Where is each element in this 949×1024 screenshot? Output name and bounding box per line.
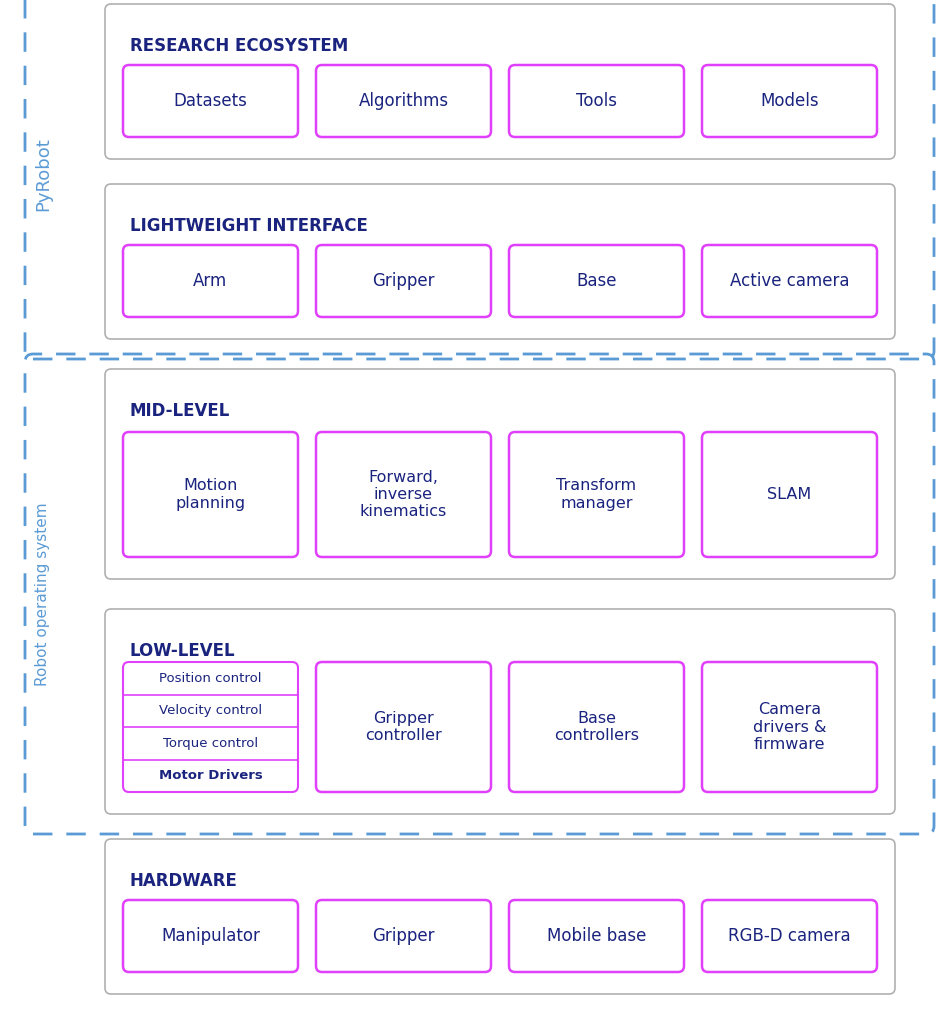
FancyBboxPatch shape	[509, 900, 684, 972]
Text: Datasets: Datasets	[174, 92, 248, 110]
Text: RGB-D camera: RGB-D camera	[728, 927, 851, 945]
FancyBboxPatch shape	[105, 184, 895, 339]
Text: Tools: Tools	[576, 92, 617, 110]
Text: Torque control: Torque control	[163, 736, 258, 750]
FancyBboxPatch shape	[123, 245, 298, 317]
Text: LIGHTWEIGHT INTERFACE: LIGHTWEIGHT INTERFACE	[130, 217, 368, 234]
FancyBboxPatch shape	[105, 839, 895, 994]
FancyBboxPatch shape	[702, 65, 877, 137]
Text: SLAM: SLAM	[768, 487, 811, 502]
Text: Gripper: Gripper	[372, 927, 435, 945]
Text: RESEARCH ECOSYSTEM: RESEARCH ECOSYSTEM	[130, 37, 348, 55]
Text: Robot operating system: Robot operating system	[35, 502, 50, 686]
FancyBboxPatch shape	[316, 432, 491, 557]
FancyBboxPatch shape	[105, 369, 895, 579]
Text: Motor Drivers: Motor Drivers	[158, 769, 262, 782]
FancyBboxPatch shape	[509, 245, 684, 317]
Text: Models: Models	[760, 92, 819, 110]
FancyBboxPatch shape	[123, 662, 298, 792]
FancyBboxPatch shape	[702, 432, 877, 557]
Text: Motion
planning: Motion planning	[176, 478, 246, 511]
FancyBboxPatch shape	[123, 65, 298, 137]
FancyBboxPatch shape	[123, 900, 298, 972]
Text: Forward,
inverse
kinematics: Forward, inverse kinematics	[360, 470, 447, 519]
FancyBboxPatch shape	[105, 609, 895, 814]
Text: LOW-LEVEL: LOW-LEVEL	[130, 642, 235, 660]
FancyBboxPatch shape	[702, 900, 877, 972]
FancyBboxPatch shape	[316, 245, 491, 317]
FancyBboxPatch shape	[509, 662, 684, 792]
FancyBboxPatch shape	[702, 245, 877, 317]
Text: MID-LEVEL: MID-LEVEL	[130, 402, 231, 420]
Text: Base
controllers: Base controllers	[554, 711, 639, 743]
Text: Algorithms: Algorithms	[359, 92, 449, 110]
Text: Manipulator: Manipulator	[161, 927, 260, 945]
Text: Gripper: Gripper	[372, 272, 435, 290]
Text: Arm: Arm	[194, 272, 228, 290]
Text: Active camera: Active camera	[730, 272, 849, 290]
FancyBboxPatch shape	[702, 662, 877, 792]
Text: Position control: Position control	[159, 672, 262, 685]
FancyBboxPatch shape	[316, 662, 491, 792]
FancyBboxPatch shape	[316, 65, 491, 137]
Text: Transform
manager: Transform manager	[556, 478, 637, 511]
FancyBboxPatch shape	[316, 900, 491, 972]
Text: Base: Base	[576, 272, 617, 290]
FancyBboxPatch shape	[509, 432, 684, 557]
FancyBboxPatch shape	[123, 432, 298, 557]
Text: PyRobot: PyRobot	[34, 137, 52, 211]
FancyBboxPatch shape	[509, 65, 684, 137]
Text: Camera
drivers &
firmware: Camera drivers & firmware	[753, 702, 827, 752]
Text: Gripper
controller: Gripper controller	[365, 711, 442, 743]
Text: Mobile base: Mobile base	[547, 927, 646, 945]
Text: Velocity control: Velocity control	[158, 705, 262, 717]
Text: HARDWARE: HARDWARE	[130, 872, 238, 890]
FancyBboxPatch shape	[105, 4, 895, 159]
